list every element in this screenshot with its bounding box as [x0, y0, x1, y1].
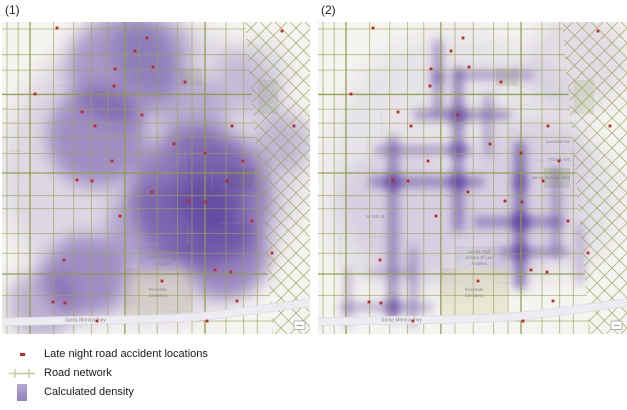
svg-text:W 15th St: W 15th St: [366, 214, 385, 219]
density-swatch-icon: [17, 383, 27, 401]
legend-item-accidents: Late night road accident locations: [0, 345, 300, 363]
road-network-icon: [9, 368, 35, 378]
svg-text:Rosedale: Rosedale: [465, 287, 484, 292]
panel-1-label: (1): [5, 3, 20, 17]
svg-text:Francis Ave: Francis Ave: [548, 157, 570, 162]
svg-text:School Of Los: School Of Los: [150, 255, 177, 260]
svg-text:Cemetery: Cemetery: [465, 293, 484, 298]
legend-item-road-network: Road network: [0, 364, 300, 382]
legend-label-density: Calculated density: [44, 386, 134, 398]
svg-text:James M Wood Blvd: James M Wood Blvd: [532, 175, 571, 180]
svg-text:Angeles: Angeles: [155, 261, 171, 266]
svg-text:Loyola High: Loyola High: [152, 249, 175, 254]
legend-label-road-network: Road network: [44, 367, 112, 379]
svg-text:Santa Monica Fwy: Santa Monica Fwy: [381, 318, 423, 324]
accident-point-icon: [19, 352, 25, 356]
panel-2-label: (2): [321, 3, 336, 17]
legend-label-accidents: Late night road accident locations: [44, 348, 208, 360]
svg-text:Angeles: Angeles: [471, 261, 487, 266]
svg-text:Cemetery: Cemetery: [149, 293, 168, 298]
svg-text:Santa Monica Fwy: Santa Monica Fwy: [65, 318, 107, 324]
svg-text:School Of Los: School Of Los: [466, 255, 493, 260]
svg-text:Leeward Ave: Leeward Ave: [546, 139, 571, 144]
legend: Late night road accident locations Road …: [0, 345, 300, 402]
map-attribution-icon: [610, 320, 623, 330]
svg-text:Loyola High: Loyola High: [468, 249, 491, 254]
svg-text:Rosedale: Rosedale: [149, 287, 168, 292]
map-attribution-icon: [293, 320, 306, 330]
legend-item-density: Calculated density: [0, 383, 300, 401]
